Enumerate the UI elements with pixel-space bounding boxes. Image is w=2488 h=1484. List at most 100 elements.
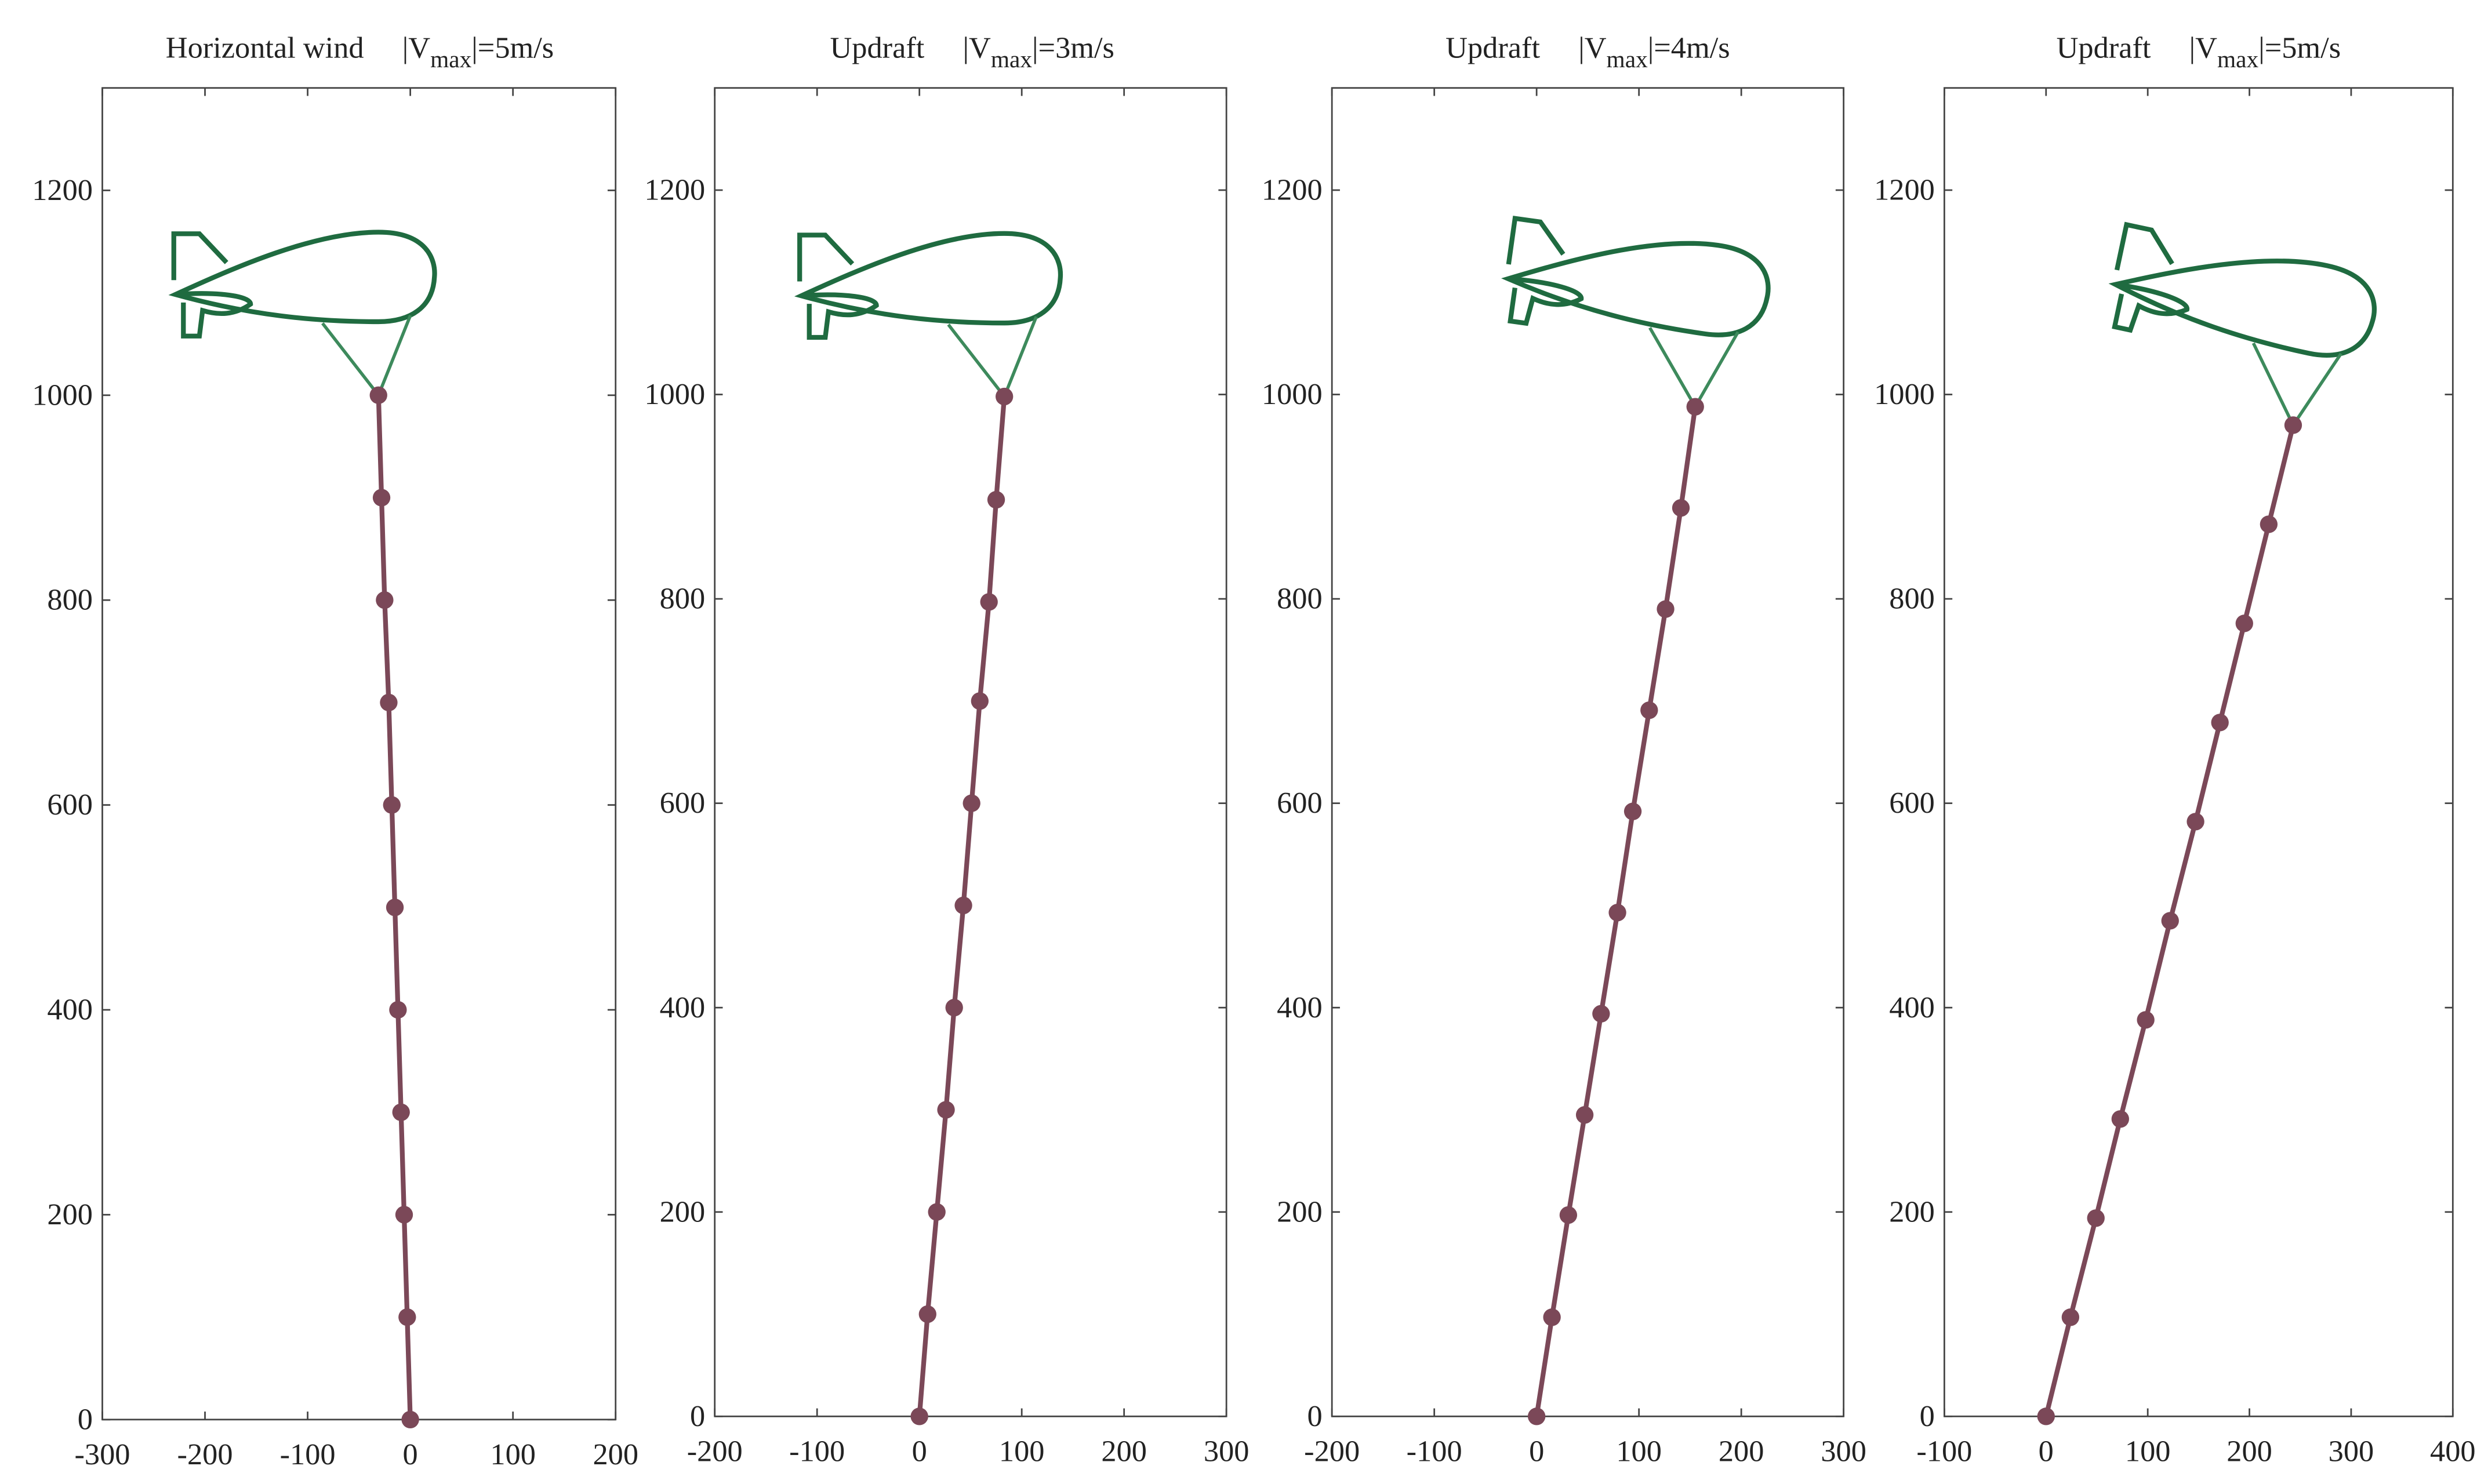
title-math: |=3m/s (1032, 31, 1114, 64)
y-tick-label: 400 (1277, 991, 1323, 1024)
title-math: |=5m/s (471, 31, 554, 64)
x-tick-label: 0 (403, 1438, 418, 1471)
y-tick-label: 600 (1277, 786, 1323, 820)
y-tick-label: 600 (47, 788, 93, 821)
y-tick-label: 200 (1277, 1195, 1323, 1228)
x-tick-label: 200 (593, 1438, 638, 1471)
tether-node (918, 1305, 936, 1323)
tether-node (395, 1206, 413, 1224)
tether-node (398, 1308, 416, 1326)
chart: Updraft |Vmax|=5m/s020040060080010001200-… (1874, 31, 2476, 1468)
y-tick-label: 800 (1889, 582, 1935, 616)
tether-node (2235, 614, 2253, 632)
tether-node (2211, 714, 2229, 732)
y-tick-label: 400 (660, 991, 706, 1024)
plot-frame (714, 87, 1227, 1417)
x-tick-label: -200 (687, 1435, 743, 1468)
title-subscript: max (1607, 46, 1648, 72)
x-tick-label: -300 (74, 1438, 130, 1471)
y-tick-label: 1000 (1262, 377, 1323, 411)
y-tick-label: 0 (1920, 1399, 1935, 1433)
title-text: Updraft (830, 31, 924, 64)
y-tick-label: 200 (660, 1195, 706, 1228)
tether-node (945, 999, 963, 1017)
tether-node (2087, 1209, 2105, 1227)
title-math: |V (963, 31, 991, 64)
plot-frame (101, 87, 617, 1421)
x-tick-label: 300 (1204, 1435, 1250, 1468)
tether-node (1686, 398, 1704, 416)
chart: Horizontal wind |Vmax|=5m/s 0 200 400 600 800 1… (32, 31, 638, 1471)
y-tick-label: 1000 (644, 377, 705, 411)
y-tick-label: 0 (78, 1402, 93, 1436)
airship (794, 231, 1063, 340)
chart-title: Updraft |Vmax|=4m/s (1445, 31, 1730, 72)
title-subscript: max (991, 46, 1033, 72)
tether-node (386, 899, 404, 916)
gondola (947, 316, 1038, 400)
x-tick-label: 0 (912, 1435, 927, 1468)
tether-node (2284, 416, 2302, 434)
x-tick-label: -100 (789, 1435, 845, 1468)
x-tick-label: -200 (1304, 1435, 1360, 1468)
tether-node (1592, 1005, 1610, 1023)
title-math: |V (1578, 31, 1606, 64)
x-tick-label: 200 (1101, 1435, 1147, 1468)
title-subscript: max (430, 46, 472, 72)
tether-node (376, 591, 394, 609)
y-tick-label: 1000 (32, 378, 93, 412)
tether-node (2061, 1308, 2080, 1326)
y-tick-label: 200 (47, 1198, 93, 1231)
title-math: |=4m/s (1648, 31, 1730, 64)
tether-node (2037, 1407, 2055, 1425)
tether-node (380, 693, 398, 712)
tether-node (1527, 1407, 1546, 1425)
y-tick-label: 0 (690, 1399, 705, 1433)
x-tick-label: 300 (1821, 1435, 1866, 1468)
tether-node (389, 1001, 407, 1019)
tether-node (369, 386, 387, 404)
y-tick-label: 600 (1889, 786, 1935, 820)
chart-title: Updraft |Vmax|=5m/s (2057, 31, 2341, 72)
tether-node (1559, 1206, 1578, 1224)
tether-node (392, 1103, 410, 1121)
x-tick-label: 100 (999, 1435, 1045, 1468)
x-tick-label: 300 (2329, 1435, 2374, 1468)
tether-node (383, 796, 401, 814)
y-tick-label: 1200 (1874, 173, 1935, 207)
tether-node (2186, 813, 2204, 831)
y-tick-label: 800 (660, 582, 706, 616)
y-tick-label: 1200 (32, 173, 93, 207)
tether-node (2111, 1110, 2129, 1128)
tether-node (2161, 912, 2179, 930)
y-tick-label: 1200 (644, 173, 705, 207)
tether-node (910, 1407, 928, 1425)
x-tick-label: -200 (177, 1438, 233, 1471)
x-tick-label: 0 (1529, 1435, 1544, 1468)
title-math: |V (402, 31, 430, 64)
y-tick-label: 400 (1889, 991, 1935, 1024)
y-tick-label: 200 (1889, 1195, 1935, 1228)
x-tick-label: 100 (490, 1438, 536, 1471)
x-tick-label: 0 (2039, 1435, 2054, 1468)
title-math: |V (2189, 31, 2217, 64)
x-tick-label: -100 (280, 1438, 336, 1471)
tether-node (2137, 1011, 2155, 1029)
x-tick-label: 200 (2227, 1435, 2272, 1468)
gondola (321, 314, 412, 399)
y-tick-label: 400 (47, 993, 93, 1027)
y-tick-label: 0 (1307, 1399, 1322, 1433)
tether-node (987, 490, 1005, 509)
y-tick-label: 800 (47, 583, 93, 617)
chart: Updraft |Vmax|=3m/s020040060080010001200-… (644, 31, 1249, 1468)
tether-node (971, 692, 989, 710)
airship (2108, 221, 2377, 358)
x-tick-label: 100 (2125, 1435, 2171, 1468)
title-math: |=5m/s (2258, 31, 2341, 64)
y-tick-label: 1200 (1262, 173, 1323, 207)
plot-frame (1943, 87, 2454, 1417)
tether-node (401, 1410, 419, 1429)
plot-frame (1331, 87, 1845, 1417)
tether-node (1543, 1308, 1561, 1326)
